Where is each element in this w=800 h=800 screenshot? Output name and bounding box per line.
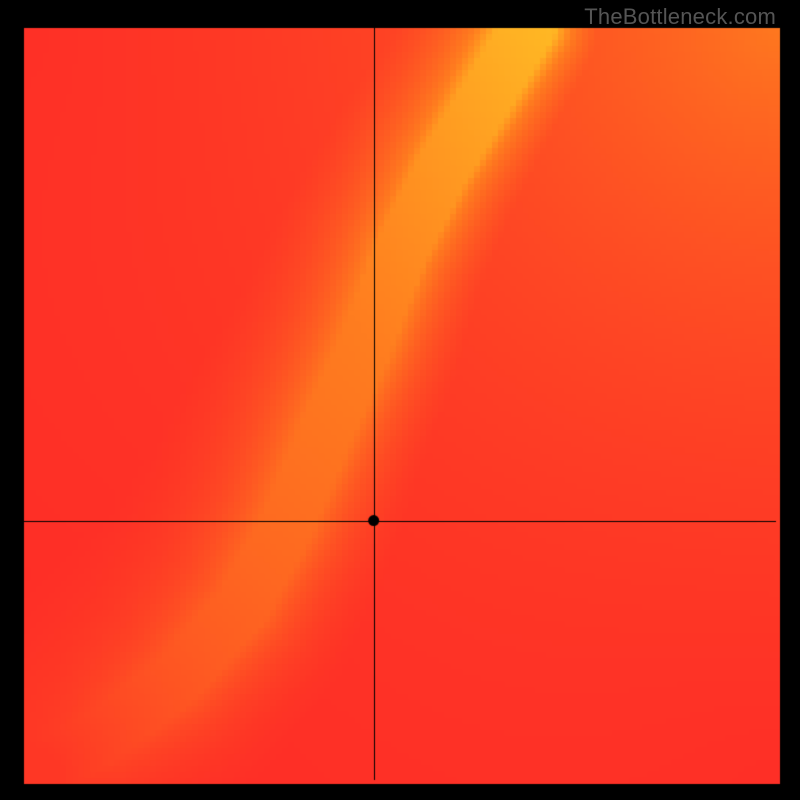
bottleneck-heatmap-canvas: [0, 0, 800, 800]
chart-container: TheBottleneck.com: [0, 0, 800, 800]
watermark-label: TheBottleneck.com: [584, 4, 776, 30]
